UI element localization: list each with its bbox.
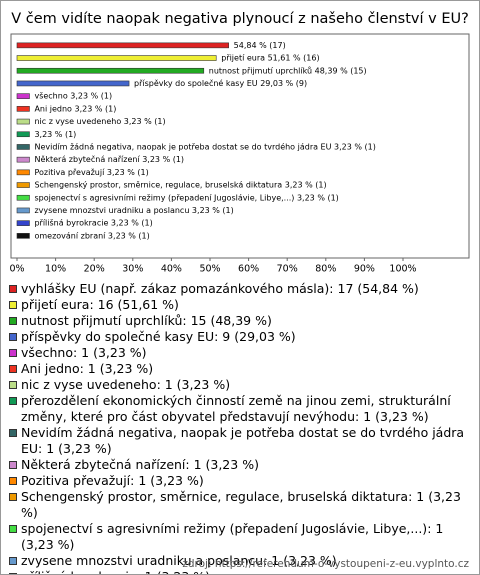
- x-tick-label: 30%: [122, 264, 143, 275]
- legend-swatch: [9, 493, 17, 501]
- bar-label: Některá zbytečná nařízení 3,23 % (1): [34, 154, 184, 164]
- legend-swatch: [9, 333, 17, 341]
- x-tick-label: 70%: [277, 264, 298, 275]
- bar: [16, 118, 30, 125]
- legend-label: Pozitiva převažují: 1 (3,23 %): [21, 473, 204, 488]
- legend-label: přerozdělení ekonomických činností země …: [21, 393, 451, 424]
- bar-label: všechno 3,23 % (1): [34, 91, 112, 101]
- legend-item: zvysene mnozstvi uradniku a poslancu: 1 …: [7, 553, 469, 569]
- bar: [16, 194, 30, 201]
- bar-label: Schengenský prostor, směrnice, regulace,…: [34, 181, 326, 190]
- legend-label: všechno: 1 (3,23 %): [21, 345, 147, 360]
- legend-swatch: [9, 429, 17, 437]
- legend-item: Ani jedno: 1 (3,23 %): [7, 361, 469, 377]
- bar: [16, 144, 30, 150]
- legend-item: přílišná byrokracie: 1 (3,23 %): [7, 569, 469, 574]
- bar: [16, 93, 30, 99]
- legend-swatch: [9, 301, 17, 309]
- x-tick-label: 0%: [9, 264, 24, 275]
- bar: [16, 169, 30, 176]
- legend-item: Některá zbytečná nařízení: 1 (3,23 %): [7, 457, 469, 473]
- bar-label: přijetí eura 51,61 % (16): [221, 54, 319, 63]
- legend-swatch: [9, 557, 17, 565]
- legend-item: Pozitiva převažují: 1 (3,23 %): [7, 473, 469, 489]
- legend-item: všechno: 1 (3,23 %): [7, 345, 469, 361]
- legend-item: vyhlášky EU (např. zákaz pomazánkového m…: [7, 281, 469, 297]
- x-tick-label: 100%: [389, 264, 416, 275]
- bar: [16, 80, 130, 87]
- legend-item: nutnost přijmutí uprchlíků: 15 (48,39 %): [7, 313, 469, 329]
- bar: [16, 233, 30, 239]
- bar-label: Ani jedno 3,23 % (1): [34, 104, 116, 113]
- bar-label: spojenectví s agresivními režimy (přepad…: [34, 193, 338, 202]
- legend-swatch: [9, 397, 17, 405]
- legend-swatch: [9, 525, 17, 533]
- bar-label: nic z vyse uvedeneho 3,23 % (1): [34, 117, 165, 126]
- chart-title: V čem vidíte naopak negativa plynoucí z …: [11, 11, 469, 27]
- source: zdroj: https://referendum-o-vystoupeni-z…: [182, 558, 469, 570]
- x-tick-label: 50%: [199, 264, 220, 275]
- legend-swatch: [9, 349, 17, 357]
- legend-swatch: [9, 573, 17, 574]
- legend-item: Nevidím žádná negativa, naopak je potřeb…: [7, 425, 469, 457]
- legend-label: přijetí eura: 16 (51,61 %): [21, 297, 179, 312]
- bar: [16, 182, 30, 188]
- legend-label: nutnost přijmutí uprchlíků: 15 (48,39 %): [21, 313, 272, 328]
- x-tick-label: 20%: [84, 264, 105, 275]
- legend-label: Ani jedno: 1 (3,23 %): [21, 361, 154, 376]
- legend-label: zvysene mnozstvi uradniku a poslancu: 1 …: [21, 553, 337, 568]
- bar: [16, 131, 30, 138]
- legend-item: spojenectví s agresivními režimy (přepad…: [7, 521, 469, 553]
- legend-label: vyhlášky EU (např. zákaz pomazánkového m…: [21, 281, 419, 296]
- legend-label: Schengenský prostor, směrnice, regulace,…: [21, 489, 461, 520]
- bar-label: Pozitiva převažují 3,23 % (1): [34, 168, 148, 177]
- x-tick-label: 60%: [238, 264, 259, 275]
- bar-label: přílišná byrokracie 3,23 % (1): [34, 218, 152, 228]
- legend-label: Nevidím žádná negativa, naopak je potřeb…: [21, 425, 465, 456]
- bar-label: 54,84 % (17): [234, 41, 286, 50]
- legend-label: Některá zbytečná nařízení: 1 (3,23 %): [21, 457, 259, 472]
- legend-item: příspěvky do společné kasy EU: 9 (29,03 …: [7, 329, 469, 345]
- chart: V čem vidíte naopak negativa plynoucí z …: [9, 11, 470, 275]
- legend-label: přílišná byrokracie: 1 (3,23 %): [21, 569, 210, 574]
- legend-swatch: [9, 365, 17, 373]
- x-tick-label: 90%: [354, 264, 375, 275]
- x-tick-label: 40%: [161, 264, 182, 275]
- bar: [16, 156, 30, 163]
- legend-label: příspěvky do společné kasy EU: 9 (29,03 …: [21, 329, 296, 344]
- legend-label: spojenectví s agresivními režimy (přepad…: [21, 521, 444, 552]
- legend-item: přerozdělení ekonomických činností země …: [7, 393, 469, 425]
- bar: [16, 207, 30, 214]
- legend-label: nic z vyse uvedeneho: 1 (3,23 %): [21, 377, 231, 392]
- bar-label: Nevidím žádná negativa, naopak je potřeb…: [34, 141, 375, 151]
- legend-swatch: [9, 461, 17, 469]
- x-tick-label: 10%: [45, 264, 66, 275]
- x-tick-label: 80%: [315, 264, 336, 275]
- legend-swatch: [9, 477, 17, 485]
- legend-item: přijetí eura: 16 (51,61 %): [7, 297, 469, 313]
- bar-label: příspěvky do společné kasy EU 29,03 % (9…: [134, 78, 307, 88]
- legend-swatch: [9, 381, 17, 389]
- bar: [16, 220, 30, 226]
- bar: [16, 42, 229, 49]
- legend-swatch: [9, 317, 17, 325]
- legend-swatch: [9, 285, 17, 293]
- bar-label: nutnost přijmutí uprchlíků 48,39 % (15): [209, 65, 367, 75]
- bar: [16, 67, 205, 74]
- legend-item: nic z vyse uvedeneho: 1 (3,23 %): [7, 377, 469, 393]
- legend-item: Schengenský prostor, směrnice, regulace,…: [7, 489, 469, 521]
- bar-label: zvysene mnozstvi uradniku a poslancu 3,2…: [34, 206, 233, 215]
- bar-label: omezování zbraní 3,23 % (1): [34, 231, 149, 240]
- bar-label: 3,23 % (1): [34, 130, 76, 139]
- bar: [16, 55, 217, 61]
- legend: vyhlášky EU (např. zákaz pomazánkového m…: [7, 281, 469, 574]
- bar: [16, 106, 30, 112]
